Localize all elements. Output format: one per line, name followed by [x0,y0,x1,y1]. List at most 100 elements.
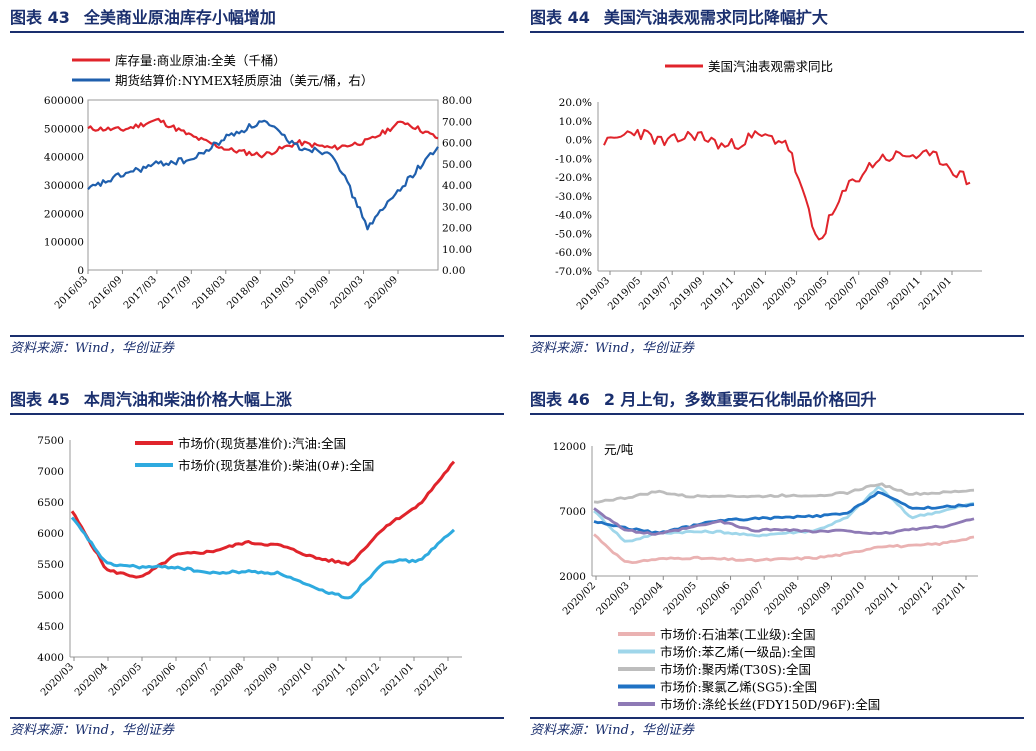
y-right-tick-label: 40.00 [442,180,472,192]
x-tick-label: 2019/11 [699,275,736,312]
series-line-1 [87,117,439,159]
x-tick-label: 2020/12 [897,580,934,617]
x-tick-label: 2020/09 [796,580,833,617]
x-tick-label: 2020/09 [243,661,280,698]
series-line-5 [593,507,975,536]
y-tick-label: -50.0% [555,228,592,240]
x-tick-label: 2019/03 [575,275,612,312]
x-tick-label: 2020/03 [39,661,76,698]
y-right-tick-label: 50.00 [442,159,472,171]
x-tick-label: 2020/06 [141,661,178,698]
x-tick-label: 2020/08 [763,580,800,617]
y-tick-label: 10.0% [559,116,592,128]
chart-source-44: 资料来源：Wind，华创证券 [530,335,1024,361]
series-line-1 [603,128,971,241]
x-tick-label: 2021/01 [917,275,954,312]
x-tick-label: 2020/11 [886,275,923,312]
x-tick-label: 2020/07 [729,580,766,617]
y-tick-label: -60.0% [555,247,592,259]
series-line-2 [70,516,456,600]
y-left-tick-label: 600000 [44,95,84,107]
y-tick-label: 20.0% [559,97,592,109]
x-tick-label: 2021/01 [931,580,968,617]
x-tick-label: 2021/02 [413,661,450,698]
x-tick-label: 2016/09 [87,274,124,311]
x-tick-label: 2020/04 [73,661,110,698]
chart-panel-45: 图表 45 本周汽油和柴油价格大幅上涨 4000 4500 5000 5500 6000 6… [10,387,504,742]
x-tick-label: 2020/05 [107,661,144,698]
x-tick-label: 2020/09 [855,275,892,312]
chart-46-svg: 元/吨20007000120002020/022020/032020/04202… [553,441,978,712]
y-left-tick-label: 100000 [44,237,84,249]
chart-source-45: 资料来源：Wind，华创证券 [10,717,504,743]
y-right-tick-label: 60.00 [442,138,472,150]
x-tick-label: 2016/03 [53,274,90,311]
x-tick-label: 2020/10 [277,661,314,698]
x-tick-label: 2020/09 [363,274,400,311]
y-axis-unit-label: 元/吨 [604,442,634,457]
x-tick-label: 2019/03 [260,274,297,311]
y-tick-label: 6500 [37,497,64,509]
x-tick-label: 2020/04 [628,580,665,617]
chart-title-46: 图表 46 2 月上旬，多数重要石化制品价格回升 [530,387,1024,415]
x-tick-label: 2020/03 [595,580,632,617]
series-line-1 [593,533,975,565]
chart-title-43: 图表 43 全美商业原油库存小幅增加 [10,5,504,33]
x-tick-label: 2020/07 [175,661,212,698]
x-tick-label: 2020/08 [209,661,246,698]
series-line-2 [87,119,439,231]
legend-label-1: 美国汽油表观需求同比 [708,59,833,74]
y-right-tick-label: 70.00 [442,116,472,128]
chart-title-45: 图表 45 本周汽油和柴油价格大幅上涨 [10,387,504,415]
x-tick-label: 2019/09 [294,274,331,311]
y-left-tick-label: 0 [77,265,84,277]
y-tick-label: -10.0% [555,153,592,165]
legend-label-1: 市场价(现货基准价):汽油:全国 [178,436,346,451]
chart-panel-44: 图表 44 美国汽油表观需求同比降幅扩大 20.0% 10.0% 0.0% -10.0%… [530,5,1024,360]
x-tick-label: 2020/03 [762,275,799,312]
y-left-tick-label: 400000 [44,152,84,164]
x-tick-label: 2018/03 [191,274,228,311]
y-tick-label: 5000 [37,590,64,602]
x-tick-label: 2017/03 [122,274,159,311]
x-tick-label: 2019/07 [637,275,674,312]
x-tick-label: 2017/09 [156,274,193,311]
legend-label-3: 市场价:聚丙烯(T30S):全国 [660,662,811,677]
x-tick-label: 2020/11 [864,580,901,617]
x-tick-label: 2020/02 [561,580,598,617]
legend-label-1: 库存量:商业原油:全美（千桶） [115,53,286,68]
y-tick-label: 7000 [37,466,64,478]
y-tick-label: -70.0% [555,266,592,278]
series-line-1 [70,460,456,579]
chart-43-svg: 0 100000 200000 300000 400000 500000 600000 0.0… [44,53,472,311]
chart-source-43: 资料来源：Wind，华创证券 [10,335,504,361]
y-left-tick-label: 200000 [44,208,84,220]
y-tick-label: -20.0% [555,172,592,184]
x-tick-label: 2020/11 [311,661,348,698]
y-right-tick-label: 30.00 [442,201,472,213]
legend-label-2: 市场价:苯乙烯(一级品):全国 [660,645,816,660]
x-tick-label: 2020/10 [830,580,867,617]
x-tick-label: 2020/05 [793,275,830,312]
x-tick-label: 2020/01 [730,275,767,312]
y-left-tick-label: 300000 [44,180,84,192]
y-tick-label: 5500 [37,559,64,571]
legend-label-4: 市场价:聚氯乙烯(SG5):全国 [660,680,817,695]
x-tick-label: 2019/05 [606,275,643,312]
chart-panel-43: 图表 43 全美商业原油库存小幅增加 0 100000 200000 300000 400… [10,5,504,360]
series-line-3 [593,482,975,504]
legend-label-1: 市场价:石油苯(工业级):全国 [660,627,816,642]
y-tick-label: 2000 [559,571,586,583]
y-right-tick-label: 10.00 [442,244,472,256]
y-left-tick-label: 500000 [44,123,84,135]
y-tick-label: -40.0% [555,210,592,222]
chart-44-svg: 20.0% 10.0% 0.0% -10.0% -20.0% -30.0% -40.0% -5… [555,59,982,312]
x-tick-label: 2020/05 [662,580,699,617]
y-tick-label: 12000 [553,441,586,453]
chart-45-svg: 400045005000550060006500700075002020/032… [37,435,462,698]
x-tick-label: 2020/03 [329,274,366,311]
y-tick-label: 6000 [37,528,64,540]
y-tick-label: 4000 [37,652,64,664]
y-tick-label: 4500 [37,621,64,633]
legend-label-2: 市场价(现货基准价):柴油(0#):全国 [178,458,374,473]
